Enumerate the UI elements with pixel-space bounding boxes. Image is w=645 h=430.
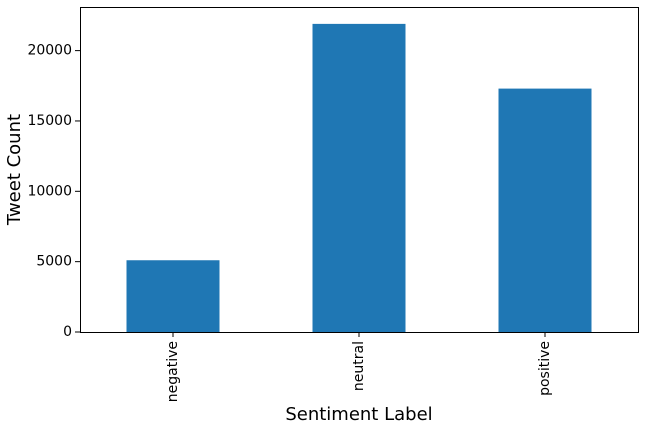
- y-tick-label: 20000: [27, 43, 72, 59]
- y-axis-label: Tweet Count: [4, 114, 25, 226]
- y-tick-label: 15000: [27, 113, 72, 129]
- x-axis-ticks: negative neutral positive: [165, 332, 553, 402]
- bars-group: [126, 23, 592, 332]
- x-tick-label-positive: positive: [537, 341, 553, 396]
- bar-positive: [498, 88, 592, 332]
- plot-area-frame: [80, 7, 639, 333]
- x-tick-label-neutral: neutral: [351, 341, 367, 391]
- y-tick-label: 10000: [27, 183, 72, 199]
- x-tick-label-negative: negative: [165, 341, 181, 402]
- bar-negative: [126, 260, 220, 332]
- y-tick-label: 0: [63, 324, 72, 340]
- y-tick-label: 5000: [36, 254, 72, 270]
- bar-neutral: [312, 23, 406, 332]
- x-axis-label: Sentiment Label: [285, 404, 432, 425]
- y-axis-ticks: 0 5000 10000 15000 20000: [27, 43, 80, 340]
